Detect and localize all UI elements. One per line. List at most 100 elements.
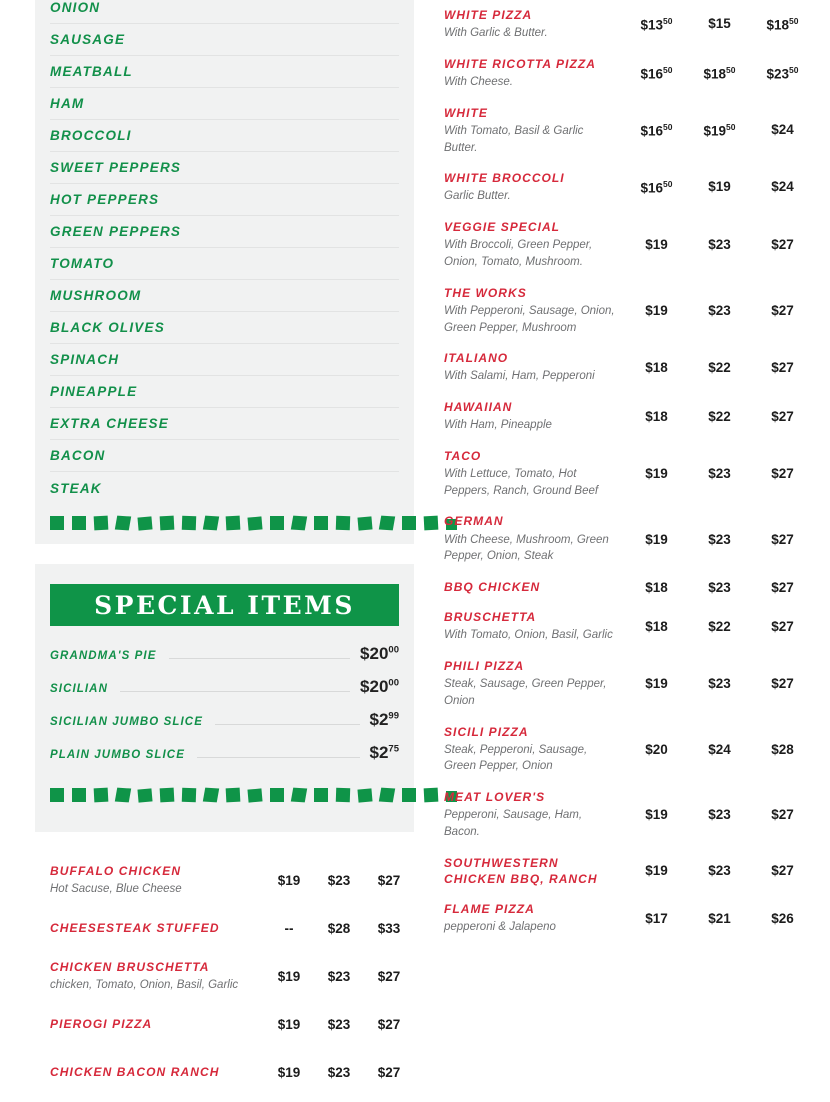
specialty-pizza-prices: $19 $23 $27 bbox=[264, 873, 414, 888]
specialty-pizza-description: With Cheese, Mushroom, Green Pepper, Oni… bbox=[444, 533, 609, 563]
topping-name: TOMATO bbox=[50, 256, 115, 271]
price-size-1: $20 bbox=[625, 742, 688, 757]
special-item-row: SICILIAN JUMBO SLICE $299 bbox=[50, 710, 399, 743]
price-dollars: $23 bbox=[708, 676, 731, 692]
price-size-1: $18 bbox=[625, 619, 688, 634]
specialty-pizza-name: WHITE bbox=[444, 105, 488, 120]
decorative-square bbox=[72, 516, 86, 530]
decorative-square bbox=[335, 515, 351, 531]
price-size-2: $23 bbox=[688, 466, 751, 481]
price-dollars: $24 bbox=[771, 122, 794, 138]
specialty-pizza-info: SICILI PIZZA Steak, Pepperoni, Sausage, G… bbox=[444, 724, 625, 776]
price-size-2: $23 bbox=[327, 1064, 351, 1080]
price-dollars: $27 bbox=[771, 466, 794, 482]
decorative-square bbox=[290, 515, 308, 531]
price-size-2: $23 bbox=[327, 968, 351, 984]
decorative-square bbox=[225, 515, 241, 531]
price-dollars: $2 bbox=[369, 710, 389, 729]
decorative-square bbox=[357, 516, 373, 531]
specialty-pizza-prices: $19 $23 $27 bbox=[264, 969, 414, 984]
left-specialty-pizza-list: BUFFALO CHICKEN Hot Sacuse, Blue Cheese $1… bbox=[35, 856, 414, 1096]
price-size-2: $23 bbox=[688, 532, 751, 547]
specialty-pizza-info: HAWAIIAN With Ham, Pineapple bbox=[444, 399, 625, 434]
specialty-pizza-row: WHITE PIZZA With Garlic & Butter. $1350 $15… bbox=[444, 0, 814, 49]
price-dollars: $23 bbox=[708, 863, 731, 879]
specialty-pizza-name: WHITE PIZZA bbox=[444, 8, 533, 22]
price-dollars: $27 bbox=[771, 531, 794, 547]
price-dollars: $18 bbox=[645, 408, 668, 424]
specialty-pizza-prices: $19 $23 $27 bbox=[625, 237, 814, 252]
price-size-1: $1350 bbox=[625, 16, 688, 33]
price-cents: 50 bbox=[726, 122, 736, 133]
price-dollars: $16 bbox=[640, 180, 664, 196]
specialty-pizza-row: BUFFALO CHICKEN Hot Sacuse, Blue Cheese $1… bbox=[50, 856, 414, 904]
topping-row: GREEN PEPPERS bbox=[50, 216, 399, 248]
specialty-pizza-info: WHITE PIZZA With Garlic & Butter. bbox=[444, 7, 625, 42]
specialty-pizza-prices: $19 $23 $27 bbox=[625, 863, 814, 878]
price-dollars: $2 bbox=[369, 743, 389, 762]
topping-row: TOMATO bbox=[50, 248, 399, 280]
price-size-1: $19 bbox=[277, 968, 301, 984]
price-dollars: $17 bbox=[645, 910, 668, 926]
topping-row: ONION bbox=[50, 0, 399, 24]
price-dollars: $19 bbox=[703, 123, 727, 139]
specialty-pizza-description: With Salami, Ham, Pepperoni bbox=[444, 370, 595, 383]
toppings-list: ONION SAUSAGE MEATBALL HAM BROCCOLI SWEET PEP… bbox=[50, 0, 399, 504]
specialty-pizza-row: PHILI PIZZA Steak, Sausage, Green Pepper,… bbox=[444, 651, 814, 717]
price-dollars: $18 bbox=[645, 579, 668, 595]
specialty-pizza-prices: $1650 $1950 $24 bbox=[625, 122, 814, 139]
price-dollars: $27 bbox=[771, 863, 794, 879]
price-dollars: $22 bbox=[708, 408, 731, 424]
special-item-row: PLAIN JUMBO SLICE $275 bbox=[50, 743, 399, 776]
price-size-1: $19 bbox=[625, 303, 688, 318]
price-dollars: $18 bbox=[645, 619, 668, 635]
specialty-pizza-name: MEAT LOVER'S bbox=[444, 790, 546, 805]
price-dollars: $15 bbox=[708, 16, 731, 32]
specialty-pizza-description: Pepperoni, Sausage, Ham, Bacon. bbox=[444, 809, 583, 838]
topping-name: PINEAPPLE bbox=[50, 384, 138, 399]
special-item-row: SICILIAN $2000 bbox=[50, 677, 399, 710]
specialty-pizza-row: CHICKEN BRUSCHETTA chicken, Tomato, Onion… bbox=[50, 952, 414, 1000]
specialty-pizza-prices: $1650 $19 $24 bbox=[625, 179, 814, 196]
price-size-1: $19 bbox=[277, 1064, 301, 1080]
topping-row: BLACK OLIVES bbox=[50, 312, 399, 344]
specialty-pizza-row: CHICKEN BACON RANCH $19 $23 $27 bbox=[50, 1048, 414, 1096]
specialty-pizza-prices: $18 $23 $27 bbox=[625, 580, 814, 595]
price-dollars: $13 bbox=[640, 17, 664, 33]
special-items-card: SPECIAL ITEMS GRANDMA'S PIE $2000 SICILIAN… bbox=[35, 564, 457, 832]
specialty-pizza-description: Hot Sacuse, Blue Cheese bbox=[50, 882, 182, 895]
special-item-row: GRANDMA'S PIE $2000 bbox=[50, 644, 399, 677]
specialty-pizza-prices: $17 $21 $26 bbox=[625, 911, 814, 926]
topping-name: SPINACH bbox=[50, 352, 120, 367]
price-size-3: $27 bbox=[751, 619, 814, 634]
specialty-pizza-row: CHEESESTEAK STUFFED -- $28 $33 bbox=[50, 904, 414, 952]
specialty-pizza-info: CHEESESTEAK STUFFED bbox=[50, 920, 264, 936]
specialty-pizza-name: CHICKEN BRUSCHETTA bbox=[50, 959, 210, 974]
price-size-3: $27 bbox=[751, 237, 814, 252]
specialty-pizza-info: WHITE RICOTTA PIZZA With Cheese. bbox=[444, 56, 625, 91]
specialty-pizza-prices: -- $28 $33 bbox=[264, 921, 414, 936]
leader-line bbox=[214, 724, 360, 725]
price-dollars: $19 bbox=[645, 676, 668, 692]
topping-name: BROCCOLI bbox=[50, 128, 132, 143]
price-dollars: $22 bbox=[708, 619, 731, 635]
decorative-square bbox=[270, 788, 284, 802]
topping-row: BACON bbox=[50, 440, 399, 472]
price-dollars: $18 bbox=[766, 17, 790, 33]
topping-name: SAUSAGE bbox=[50, 32, 126, 47]
specialty-pizza-prices: $18 $22 $27 bbox=[625, 360, 814, 375]
topping-row: HOT PEPPERS bbox=[50, 184, 399, 216]
price-dollars: $22 bbox=[708, 360, 731, 376]
leader-line bbox=[120, 691, 351, 692]
specialty-pizza-info: GERMAN With Cheese, Mushroom, Green Peppe… bbox=[444, 513, 625, 565]
topping-row: EXTRA CHEESE bbox=[50, 408, 399, 440]
decorative-square bbox=[423, 787, 439, 803]
specialty-pizza-info: PHILI PIZZA Steak, Sausage, Green Pepper,… bbox=[444, 658, 625, 710]
specialty-pizza-row: WHITE With Tomato, Basil & Garlic Butter.… bbox=[444, 98, 814, 164]
price-dollars: $19 bbox=[645, 807, 668, 823]
price-dollars: $23 bbox=[708, 531, 731, 547]
decorative-square bbox=[93, 787, 109, 803]
specialty-pizza-row: MEAT LOVER'S Pepperoni, Sausage, Ham, Bac… bbox=[444, 782, 814, 848]
topping-name: BLACK OLIVES bbox=[50, 320, 165, 335]
decorative-square bbox=[72, 788, 86, 802]
